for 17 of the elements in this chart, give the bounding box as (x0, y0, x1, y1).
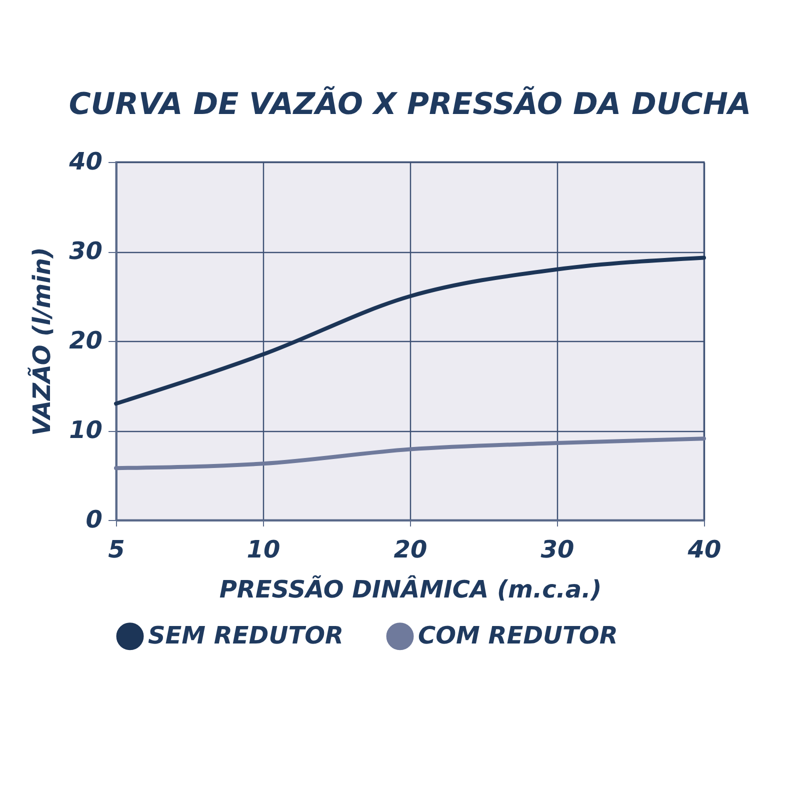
x-tick-label: 30 (540, 536, 574, 564)
y-tick-label: 30 (69, 237, 102, 265)
legend-label: COM REDUTOR (418, 621, 618, 650)
x-tick-label: 5 (108, 536, 125, 564)
line-series (114, 436, 706, 470)
y-tick-label: 10 (69, 416, 102, 444)
line-series (114, 256, 706, 406)
y-tick-label: 40 (68, 148, 102, 176)
legend-label: SEM REDUTOR (148, 621, 344, 650)
chart-title: CURVA DE VAZÃO X PRESSÃO DA DUCHA (68, 86, 752, 122)
y-tick-label: 0 (86, 506, 102, 534)
x-tick-label: 40 (686, 536, 722, 564)
x-tick-label: 20 (394, 536, 428, 564)
y-tick-label: 20 (69, 326, 102, 354)
x-tick-label: 10 (246, 536, 280, 564)
y-axis-title: VAZÃO (l/min) (27, 247, 56, 436)
x-axis-title: PRESSÃO DINÂMICA (m.c.a.) (219, 574, 602, 604)
